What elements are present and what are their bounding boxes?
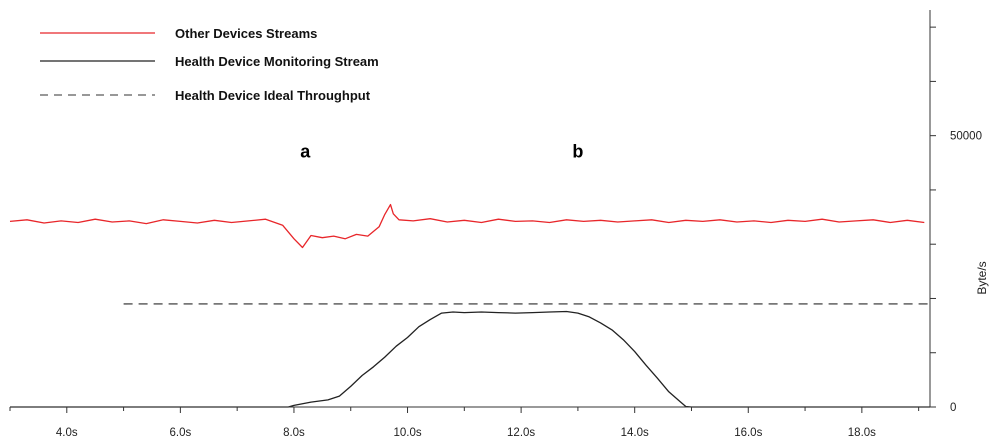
series-line-other-devices-streams: [9, 203, 925, 249]
x-tick-label: 16.0s: [734, 427, 762, 439]
series-line-health-device-monitoring-stream: [10, 310, 930, 408]
series-layer: [9, 203, 930, 408]
x-tick-label: 8.0s: [283, 427, 305, 439]
legend-label-health-monitoring: Health Device Monitoring Stream: [175, 54, 379, 69]
x-tick-label: 14.0s: [621, 427, 649, 439]
legend-label-other-devices: Other Devices Streams: [175, 26, 317, 41]
x-tick-label: 4.0s: [56, 427, 78, 439]
annotation-a: a: [300, 141, 311, 161]
annotation-b: b: [572, 141, 583, 161]
x-ticks: 4.0s 6.0s 8.0s 10.0s 12.0s 14.0s 16.0s 18.0s: [9, 407, 920, 439]
legend-label-health-ideal: Health Device Ideal Throughput: [175, 88, 371, 103]
y-ticks: 0 50000: [930, 26, 982, 414]
x-tick-label: 6.0s: [169, 427, 191, 439]
y-tick-label: 50000: [950, 131, 982, 143]
x-tick-label: 12.0s: [507, 427, 535, 439]
x-tick-label: 18.0s: [848, 427, 876, 439]
y-tick-label: 0: [950, 402, 956, 414]
y-axis-label: Byte/s: [975, 261, 989, 294]
x-tick-label: 10.0s: [393, 427, 421, 439]
legend: Other Devices Streams Health Device Moni…: [40, 26, 379, 103]
